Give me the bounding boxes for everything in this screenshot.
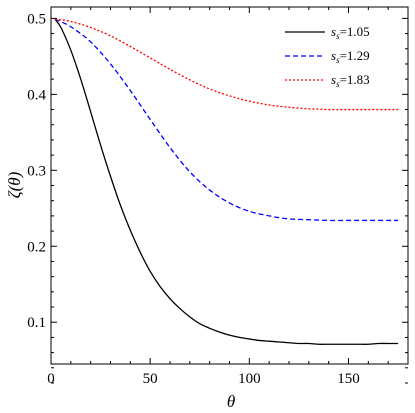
legend-label-var: s: [331, 24, 336, 39]
x-tick-label: 50: [143, 371, 158, 387]
legend-label-sub: s: [336, 55, 340, 65]
y-tick-label: 0.2: [27, 239, 46, 255]
series-line-0: [54, 18, 399, 345]
legend-label-var: s: [331, 48, 336, 63]
series-line-1: [54, 18, 399, 222]
ticks: [50, 7, 408, 384]
legend-label-value: =1.83: [340, 72, 370, 87]
x-tick-label: 100: [238, 371, 261, 387]
legend-label: ss=1.05: [331, 24, 370, 41]
legend-label-sub: s: [336, 79, 340, 89]
legend-label-value: =1.29: [340, 48, 370, 63]
series-lines: [54, 18, 399, 345]
legend-label-value: =1.05: [340, 24, 370, 39]
legend-label-var: s: [331, 72, 336, 87]
y-tick-label: 0.1: [27, 315, 46, 331]
y-tick-label: 0.5: [27, 11, 46, 27]
x-tick-label: 150: [337, 371, 360, 387]
x-tick-label: 0: [47, 371, 55, 387]
y-tick-label: 0.4: [27, 87, 46, 103]
y-axis-label: ζ(θ): [5, 171, 24, 198]
legend-label: ss=1.83: [331, 72, 370, 89]
legend-label-sub: s: [336, 31, 340, 41]
legend-label: ss=1.29: [331, 48, 370, 65]
x-axis-label: θ: [227, 392, 235, 411]
y-tick-label: 0.3: [27, 163, 46, 179]
tick-labels: 0 50 100 150 0.1 0.2 0.3 0.4 0.5: [27, 11, 360, 387]
series-line-2: [54, 18, 399, 111]
